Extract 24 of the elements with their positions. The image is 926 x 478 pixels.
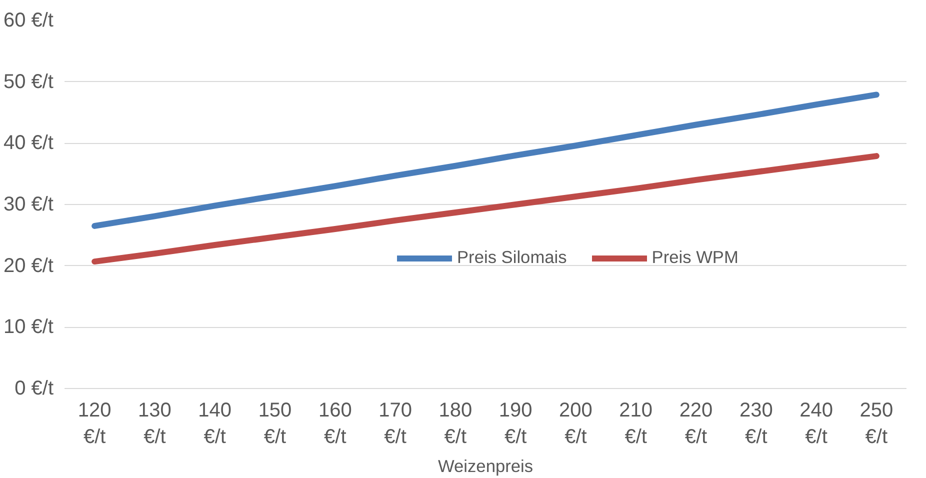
x-tick-label: 220 €/t [679, 400, 713, 448]
legend-label: Preis Silomais [457, 247, 567, 268]
x-tick-label: 210 €/t [619, 400, 653, 448]
x-tick-label: 240 €/t [800, 400, 833, 448]
legend-label: Preis WPM [652, 247, 738, 268]
x-tick-label: 160 €/t [318, 400, 352, 448]
y-tick-label: 30 €/t [3, 194, 54, 216]
x-tick-label: 180 €/t [438, 400, 472, 448]
x-tick-label: 250 €/t [860, 400, 894, 448]
x-tick-label: 230 €/t [739, 400, 773, 448]
x-tick-label: 130 €/t [138, 400, 172, 448]
x-tick-label: 140 €/t [198, 400, 232, 448]
x-tick-label: 150 €/t [258, 400, 292, 448]
y-tick-label: 40 €/t [3, 132, 54, 154]
x-tick-label: 120 €/t [78, 400, 112, 448]
x-tick-label: 190 €/t [498, 400, 532, 448]
y-tick-label: 20 €/t [3, 254, 54, 277]
x-axis-title: Weizenpreis [438, 456, 534, 476]
x-tick-label: 200 €/t [559, 400, 592, 448]
y-tick-label: 60 €/t [3, 10, 54, 32]
y-tick-label: 0 €/t [14, 378, 54, 400]
x-tick-label: 170 €/t [378, 400, 412, 448]
y-tick-label: 10 €/t [3, 316, 54, 338]
y-tick-label: 50 €/t [3, 70, 54, 93]
